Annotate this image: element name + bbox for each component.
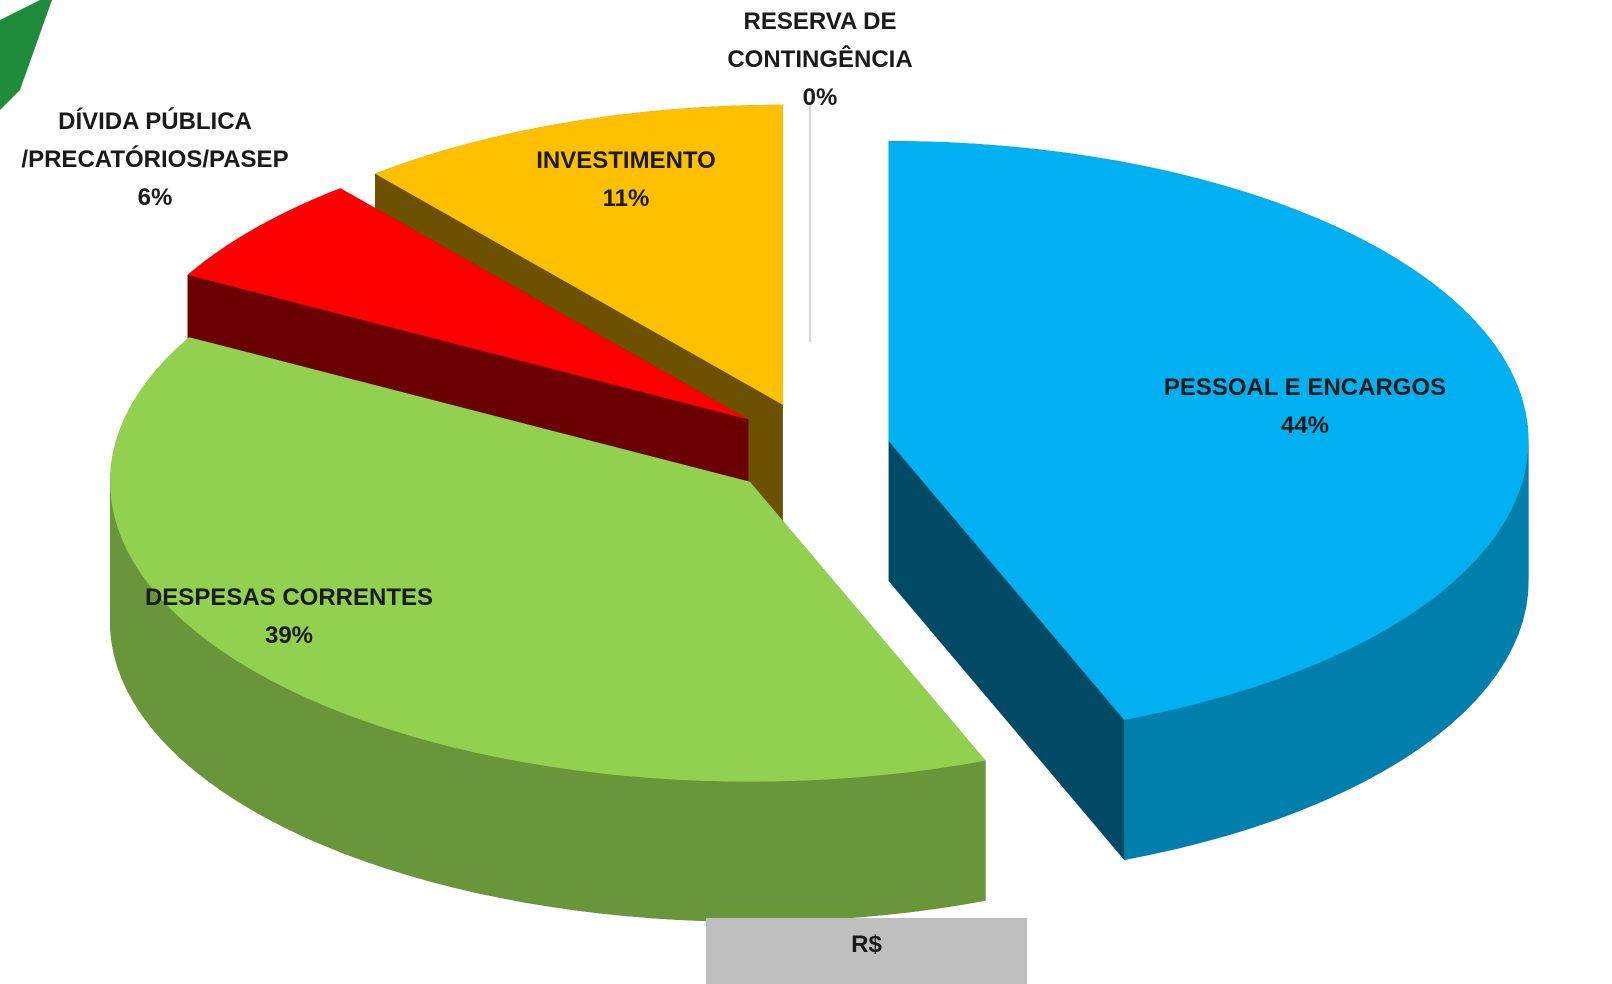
slice bbox=[374, 104, 783, 405]
slice bbox=[110, 337, 986, 782]
value-label: 0% bbox=[802, 84, 838, 111]
category-label: DÍVIDA PÚBLICA /PRECATÓRIOS/PASEP bbox=[21, 108, 289, 173]
value-label: 6% bbox=[137, 184, 173, 211]
data-label: INVESTIMENTO 11% bbox=[536, 142, 716, 218]
value-label: 39% bbox=[264, 622, 314, 649]
slice bbox=[187, 188, 749, 420]
data-label: DESPESAS CORRENTES 39% bbox=[145, 579, 433, 655]
category-label: RESERVA DE CONTINGÊNCIA bbox=[727, 8, 913, 73]
category-label: PESSOAL E ENCARGOS bbox=[1163, 374, 1447, 401]
slice-wall bbox=[110, 477, 986, 922]
category-label: DESPESAS CORRENTES bbox=[144, 584, 434, 611]
slice bbox=[888, 141, 1529, 720]
data-label: RESERVA DE CONTINGÊNCIA 0% bbox=[690, 3, 950, 117]
annotation-box: R$ bbox=[706, 918, 1027, 984]
value-label: 44% bbox=[1280, 412, 1330, 439]
slice-wall bbox=[1124, 439, 1529, 860]
data-label: PESSOAL E ENCARGOS 44% bbox=[1164, 369, 1446, 445]
corner-decoration bbox=[0, 0, 52, 110]
value-label: 11% bbox=[602, 185, 650, 212]
category-label: INVESTIMENTO bbox=[536, 147, 716, 174]
data-label: DÍVIDA PÚBLICA /PRECATÓRIOS/PASEP 6% bbox=[0, 103, 315, 217]
